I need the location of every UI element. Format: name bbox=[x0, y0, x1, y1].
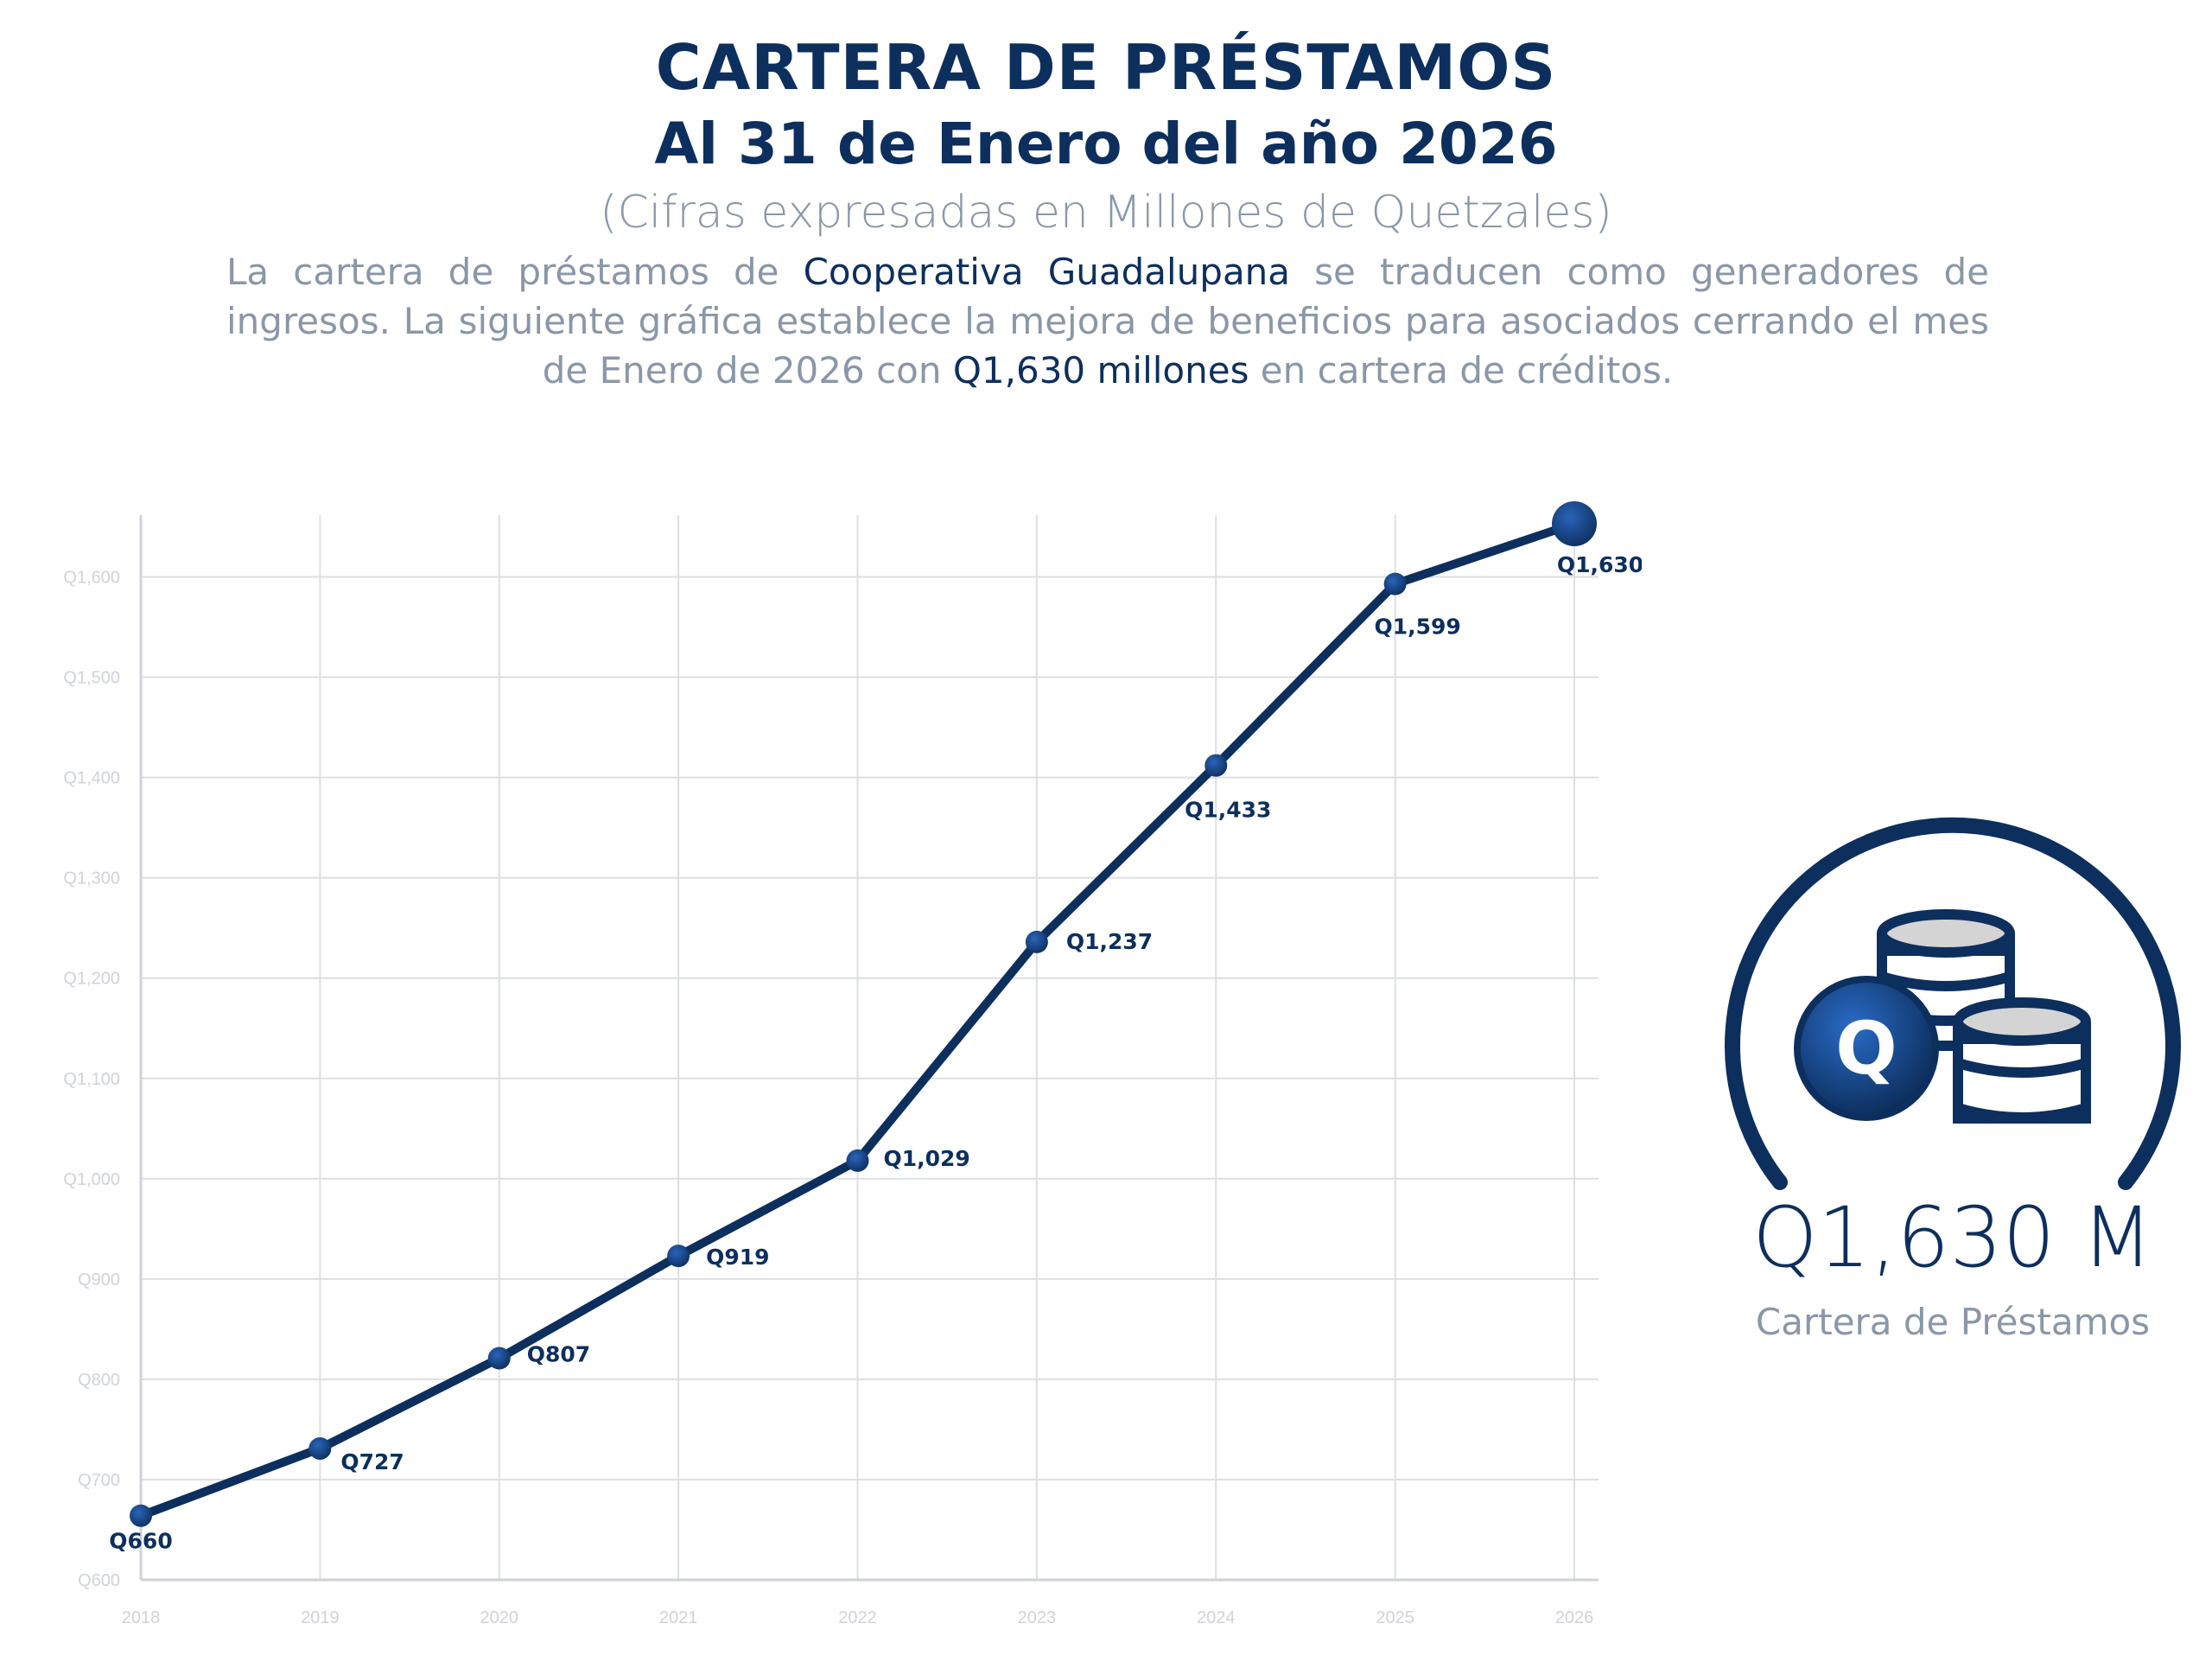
y-tick-label-900: Q900 bbox=[78, 1270, 120, 1289]
data-label-2025: Q1,599 bbox=[1374, 614, 1460, 640]
y-tick-label-1500: Q1,500 bbox=[63, 669, 120, 688]
q-badge-letter: Q bbox=[1835, 1006, 1897, 1091]
line-chart: Q600 Q700 Q800 Q900 Q1,000 Q1,100 Q1,200 Q1,300… bbox=[63, 501, 1642, 1627]
x-tick-label-2024: 2024 bbox=[1197, 1608, 1236, 1627]
arc-ring bbox=[1725, 817, 2181, 1190]
x-tick-label-2026: 2026 bbox=[1555, 1608, 1594, 1627]
axes bbox=[139, 515, 1599, 1582]
y-tick-label-600: Q600 bbox=[78, 1571, 120, 1590]
total-value: Q1,630 M bbox=[1752, 1189, 2153, 1286]
tick-labels: Q600 Q700 Q800 Q900 Q1,000 Q1,100 Q1,200 Q1,300… bbox=[63, 569, 1593, 1627]
coins-stack-icon: Q bbox=[1725, 817, 2181, 1190]
data-label-2018: Q660 bbox=[109, 1529, 172, 1554]
cooperative-name: Cooperativa Guadalupana bbox=[803, 251, 1291, 293]
x-tick-label-2019: 2019 bbox=[301, 1608, 340, 1627]
data-point-2025 bbox=[1383, 572, 1407, 595]
data-label-2019: Q727 bbox=[340, 1449, 404, 1474]
highlight-amount: Q1,630 millones bbox=[952, 349, 1249, 392]
x-tick-label-2020: 2020 bbox=[480, 1608, 519, 1627]
data-label-2022: Q1,029 bbox=[884, 1146, 970, 1171]
x-tick-label-2025: 2025 bbox=[1376, 1608, 1414, 1627]
description-text-3: en cartera de créditos. bbox=[1249, 349, 1674, 392]
y-tick-label-1400: Q1,400 bbox=[63, 769, 120, 788]
description-text-1: La cartera de préstamos de bbox=[226, 251, 804, 293]
data-point-2018 bbox=[130, 1504, 152, 1527]
y-tick-label-1300: Q1,300 bbox=[63, 869, 120, 888]
x-tick-label-2023: 2023 bbox=[1018, 1608, 1057, 1627]
data-point-2024 bbox=[1205, 754, 1228, 777]
data-label-2020: Q807 bbox=[527, 1342, 590, 1367]
chart-title: CARTERA DE PRÉSTAMOS bbox=[655, 31, 1557, 104]
data-labels: Q660 Q727 Q807 Q919 Q1,029 Q1,237 Q1,433 Q1,599… bbox=[109, 552, 1642, 1554]
grid bbox=[141, 515, 1599, 1581]
y-tick-label-1100: Q1,100 bbox=[63, 1070, 120, 1089]
total-label: Cartera de Préstamos bbox=[1755, 1301, 2151, 1343]
data-label-2026: Q1,630 bbox=[1557, 552, 1642, 577]
y-tick-label-1600: Q1,600 bbox=[63, 569, 120, 588]
q-coin bbox=[1794, 976, 1939, 1121]
summary-panel: Q Q1,630 M Cartera de Préstamos bbox=[1711, 804, 2195, 1366]
data-points bbox=[130, 501, 1597, 1527]
y-tick-label-700: Q700 bbox=[78, 1471, 120, 1490]
data-point-2026 bbox=[1552, 501, 1597, 546]
y-tick-label-1200: Q1,200 bbox=[63, 970, 120, 989]
chart-subtitle: Al 31 de Enero del año 2026 bbox=[654, 111, 1558, 177]
description-text-2: se traducen como generadores de ingresos… bbox=[226, 251, 1989, 392]
data-label-2021: Q919 bbox=[706, 1245, 769, 1270]
x-tick-label-2018: 2018 bbox=[122, 1608, 161, 1627]
description-paragraph: La cartera de préstamos de Cooperativa G… bbox=[226, 247, 1989, 395]
y-tick-label-1000: Q1,000 bbox=[63, 1170, 120, 1189]
data-label-2024: Q1,433 bbox=[1185, 798, 1271, 823]
units-note: (Cifras expresadas en Millones de Quetza… bbox=[600, 187, 1612, 239]
y-tick-label-800: Q800 bbox=[78, 1371, 120, 1390]
data-point-2022 bbox=[846, 1149, 869, 1172]
data-point-2021 bbox=[667, 1245, 690, 1268]
x-tick-label-2021: 2021 bbox=[659, 1608, 698, 1627]
data-point-2019 bbox=[308, 1436, 332, 1460]
x-tick-label-2022: 2022 bbox=[838, 1608, 877, 1627]
front-coin-stack bbox=[1953, 997, 2091, 1124]
data-label-2023: Q1,237 bbox=[1066, 929, 1153, 954]
data-point-2020 bbox=[487, 1347, 511, 1370]
data-point-2023 bbox=[1025, 930, 1048, 953]
